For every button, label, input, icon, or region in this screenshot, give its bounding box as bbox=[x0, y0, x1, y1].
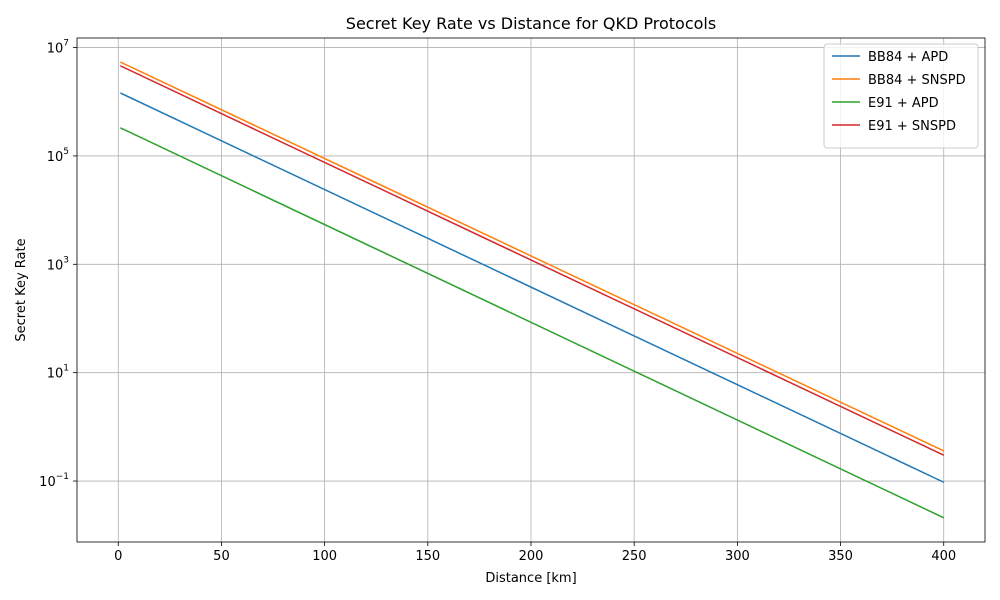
y-tick-label: 107 bbox=[47, 39, 69, 57]
chart-title: Secret Key Rate vs Distance for QKD Prot… bbox=[346, 14, 716, 33]
y-tick-label: 105 bbox=[47, 147, 69, 165]
x-tick-label: 0 bbox=[114, 549, 122, 564]
x-tick-label: 350 bbox=[828, 549, 853, 564]
legend-label: BB84 + SNSPD bbox=[868, 73, 966, 88]
x-tick-label: 300 bbox=[725, 549, 750, 564]
x-tick-label: 200 bbox=[519, 549, 544, 564]
legend-box bbox=[823, 43, 979, 149]
series-line-3 bbox=[120, 127, 945, 519]
x-axis-label: Distance [km] bbox=[485, 571, 576, 586]
series-line-1 bbox=[120, 92, 945, 483]
legend-label: E91 + APD bbox=[868, 96, 939, 111]
x-tick-label: 250 bbox=[622, 549, 647, 564]
x-tick-label: 50 bbox=[213, 549, 230, 564]
series-line-2 bbox=[120, 61, 945, 452]
y-tick-label: 10−1 bbox=[39, 472, 69, 490]
x-axis: 0 50 100 150 200 250 300 350 400 bbox=[114, 542, 956, 564]
y-axis: 10−1 101 103 105 107 bbox=[39, 39, 77, 490]
y-axis-label: Secret Key Rate bbox=[14, 238, 29, 341]
x-tick-label: 150 bbox=[415, 549, 440, 564]
x-tick-label: 400 bbox=[931, 549, 956, 564]
legend-label: BB84 + APD bbox=[868, 50, 948, 65]
series-lines bbox=[120, 61, 945, 519]
legend: BB84 + APD BB84 + SNSPD E91 + APD E91 + SNS… bbox=[823, 43, 979, 149]
y-tick-label: 103 bbox=[47, 255, 69, 273]
y-tick-label: 101 bbox=[47, 364, 69, 382]
x-tick-label: 100 bbox=[312, 549, 337, 564]
series-line-4 bbox=[120, 65, 945, 456]
legend-label: E91 + SNSPD bbox=[868, 119, 956, 134]
